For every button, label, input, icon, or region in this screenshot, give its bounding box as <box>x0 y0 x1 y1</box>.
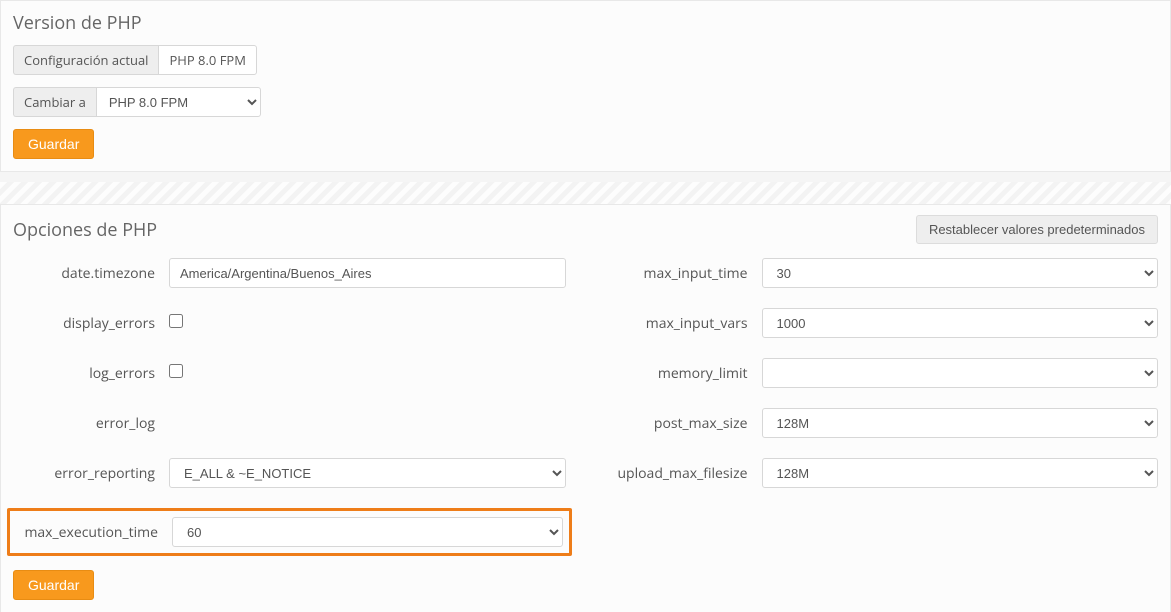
checkbox-display-errors[interactable] <box>169 314 183 328</box>
options-title: Opciones de PHP <box>13 218 157 242</box>
select-max-input-vars[interactable]: 1000 <box>762 308 1159 338</box>
label-max-input-time: max_input_time <box>606 264 762 283</box>
options-right-column: max_input_time 30 max_input_vars 1000 <box>606 258 1159 600</box>
label-error-log: error_log <box>13 414 169 433</box>
label-memory-limit: memory_limit <box>606 364 762 383</box>
change-to-row: Cambiar a PHP 8.0 FPM <box>13 87 1158 117</box>
select-memory-limit[interactable] <box>762 358 1159 388</box>
highlight-max-execution-time: max_execution_time 60 <box>7 508 572 556</box>
php-version-panel: Version de PHP Configuración actual PHP … <box>0 0 1171 172</box>
label-display-errors: display_errors <box>13 314 169 333</box>
options-grid: date.timezone display_errors log_errors <box>13 258 1158 600</box>
select-upload-max-filesize[interactable]: 128M <box>762 458 1159 488</box>
label-log-errors: log_errors <box>13 364 169 383</box>
select-max-input-time[interactable]: 30 <box>762 258 1159 288</box>
row-memory-limit: memory_limit <box>606 358 1159 388</box>
label-post-max-size: post_max_size <box>606 414 762 433</box>
row-display-errors: display_errors <box>13 308 566 338</box>
row-date-timezone: date.timezone <box>13 258 566 288</box>
change-to-select[interactable]: PHP 8.0 FPM <box>96 87 261 117</box>
checkbox-log-errors[interactable] <box>169 364 183 378</box>
select-error-reporting[interactable]: E_ALL & ~E_NOTICE <box>169 458 566 488</box>
label-max-execution-time: max_execution_time <box>16 523 172 542</box>
row-post-max-size: post_max_size 128M <box>606 408 1159 438</box>
php-options-panel: Opciones de PHP Restablecer valores pred… <box>0 204 1171 612</box>
label-error-reporting: error_reporting <box>13 464 169 483</box>
panel-separator <box>0 182 1171 204</box>
php-version-body: Version de PHP Configuración actual PHP … <box>1 1 1170 171</box>
options-header: Opciones de PHP Restablecer valores pred… <box>13 215 1158 244</box>
reset-defaults-button[interactable]: Restablecer valores predeterminados <box>916 215 1158 244</box>
version-save-button[interactable]: Guardar <box>13 129 94 159</box>
current-config-value: PHP 8.0 FPM <box>158 45 256 75</box>
php-version-title: Version de PHP <box>13 11 1158 35</box>
select-max-execution-time[interactable]: 60 <box>172 517 563 547</box>
label-date-timezone: date.timezone <box>13 264 169 283</box>
row-max-input-time: max_input_time 30 <box>606 258 1159 288</box>
php-options-body: Opciones de PHP Restablecer valores pred… <box>1 205 1170 612</box>
label-max-input-vars: max_input_vars <box>606 314 762 333</box>
row-error-reporting: error_reporting E_ALL & ~E_NOTICE <box>13 458 566 488</box>
current-config-row: Configuración actual PHP 8.0 FPM <box>13 45 1158 75</box>
input-date-timezone[interactable] <box>169 258 566 288</box>
options-save-button[interactable]: Guardar <box>13 570 94 600</box>
row-log-errors: log_errors <box>13 358 566 388</box>
options-save-wrap: Guardar <box>13 570 566 600</box>
options-left-column: date.timezone display_errors log_errors <box>13 258 566 600</box>
change-to-label: Cambiar a <box>13 87 96 117</box>
row-max-input-vars: max_input_vars 1000 <box>606 308 1159 338</box>
current-config-label: Configuración actual <box>13 45 158 75</box>
label-upload-max-filesize: upload_max_filesize <box>606 464 762 483</box>
row-error-log: error_log <box>13 408 566 438</box>
row-upload-max-filesize: upload_max_filesize 128M <box>606 458 1159 488</box>
row-max-execution-time: max_execution_time 60 <box>16 517 563 547</box>
select-post-max-size[interactable]: 128M <box>762 408 1159 438</box>
